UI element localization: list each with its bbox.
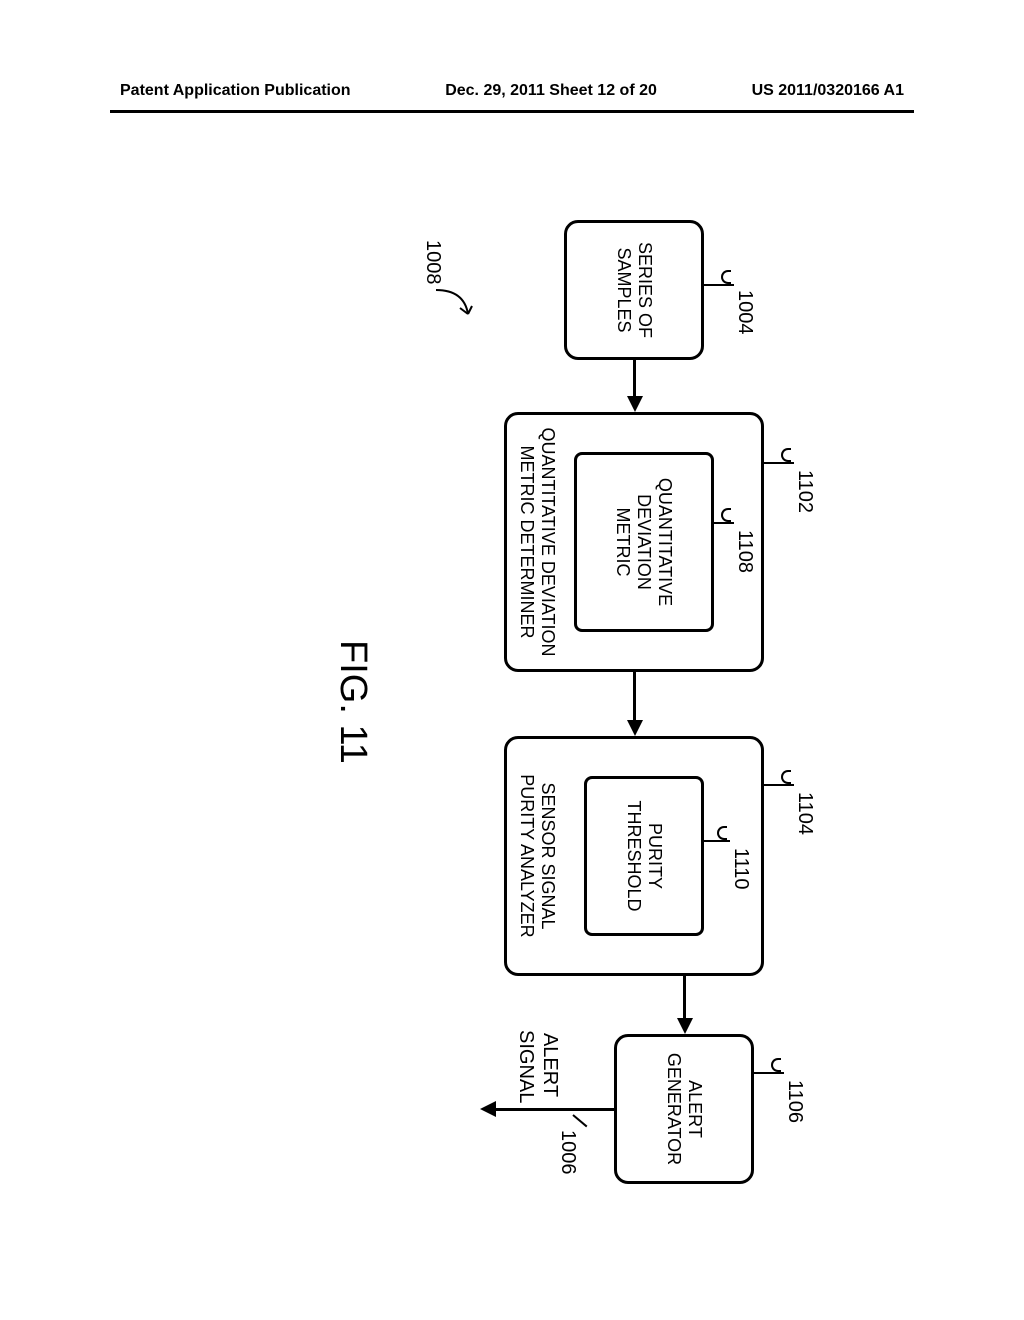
ref-1106: 1106 [783,1080,806,1123]
header-right: US 2011/0320166 A1 [752,82,904,100]
leader-hook-1102 [781,448,791,462]
header-row: Patent Application Publication Dec. 29, … [120,82,904,100]
leader-1004 [704,284,734,286]
header-center: Dec. 29, 2011 Sheet 12 of 20 [445,82,657,100]
block-samples-label: SERIES OFSAMPLES [613,242,655,338]
block-qdm-label: QUANTITATIVE DEVIATIONMETRIC DETERMINER [515,415,558,669]
arrow-2 [633,672,636,722]
ref-1108: 1108 [733,530,756,573]
block-alert: ALERTGENERATOR [614,1034,754,1184]
block-purity-inner: PURITYTHRESHOLD [584,776,704,936]
leader-hook-1104 [781,770,791,784]
leader-1108 [714,522,734,524]
ref-1110: 1110 [729,848,752,890]
leader-hook-1108 [721,508,731,522]
arrow-3 [683,976,686,1020]
arrow-1 [633,360,636,398]
leader-1102 [764,462,794,464]
ref-1008: 1008 [421,240,444,285]
output-arrow-head [480,1101,496,1117]
ref-1104: 1104 [793,792,816,835]
block-purity-inner-label: PURITYTHRESHOLD [623,800,665,911]
block-alert-label: ALERTGENERATOR [663,1053,705,1165]
leader-1006 [572,1114,587,1127]
ref-1006: 1006 [556,1130,579,1175]
header-rule [110,110,914,113]
diagram-container: SERIES OFSAMPLES 1004 QUANTITATIVE DEVIA… [50,180,974,1230]
diagram: SERIES OFSAMPLES 1004 QUANTITATIVE DEVIA… [50,180,974,1230]
arrow-2-head [627,720,643,736]
leader-1104 [764,784,794,786]
leader-hook-1106 [771,1058,781,1072]
leader-1106 [754,1072,784,1074]
header-left: Patent Application Publication [120,82,351,100]
output-arrow [494,1108,614,1111]
ref-1102: 1102 [793,470,816,513]
figure-label: FIG. 11 [331,640,374,764]
output-label: ALERTSIGNAL [514,1030,562,1100]
page: Patent Application Publication Dec. 29, … [0,0,1024,1320]
leader-hook-1110 [717,826,727,840]
leader-1110 [704,840,730,842]
leader-1008 [434,288,474,328]
arrow-3-head [677,1018,693,1034]
block-qdm-inner: QUANTITATIVEDEVIATIONMETRIC [574,452,714,632]
ref-1004: 1004 [733,290,756,335]
block-purity-label: SENSOR SIGNALPURITY ANALYZER [515,739,558,973]
page-header: Patent Application Publication Dec. 29, … [0,82,1024,100]
arrow-1-head [627,396,643,412]
leader-hook-1004 [721,270,731,284]
block-samples: SERIES OFSAMPLES [564,220,704,360]
block-qdm-inner-label: QUANTITATIVEDEVIATIONMETRIC [613,478,676,606]
